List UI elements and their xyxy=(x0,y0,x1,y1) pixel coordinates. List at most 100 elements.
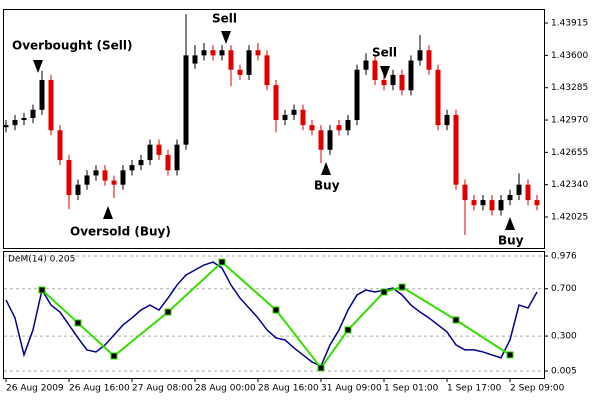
dem-line xyxy=(5,261,538,367)
candle-body xyxy=(120,170,126,185)
candle-body xyxy=(48,79,54,131)
candle-body xyxy=(471,200,477,206)
candle-body xyxy=(336,125,342,131)
trend-segment xyxy=(320,329,349,369)
trend-segment xyxy=(221,261,277,311)
trend-segment xyxy=(347,291,385,331)
trend-marker xyxy=(110,352,118,360)
annotation-arrow xyxy=(505,217,515,230)
candle-body xyxy=(21,117,27,121)
price-panel xyxy=(3,9,545,249)
candle-body xyxy=(327,130,333,150)
candle-body xyxy=(219,50,225,56)
y-tick-label: 0.976 xyxy=(551,252,577,262)
candle-body xyxy=(111,180,117,185)
candle-body xyxy=(75,184,81,195)
candle-body xyxy=(273,85,279,121)
candle-body xyxy=(282,114,288,121)
candle-body xyxy=(228,50,234,70)
candle-body xyxy=(300,109,306,126)
y-tick-label: 1.42340 xyxy=(551,180,588,190)
annotation: Buy xyxy=(314,179,340,193)
candle-body xyxy=(309,125,315,131)
trend-marker xyxy=(452,316,460,324)
candle-body xyxy=(12,120,18,126)
candle-body xyxy=(462,184,468,201)
candle-body xyxy=(390,74,396,86)
trend-segment xyxy=(113,311,169,357)
candle-body xyxy=(237,69,243,75)
x-tick-label: 1 Sep 01:00 xyxy=(384,384,439,394)
candle-body xyxy=(174,144,180,171)
candle-body xyxy=(264,55,270,86)
trend-segment xyxy=(167,261,223,313)
candle-body xyxy=(3,125,9,128)
candle-body xyxy=(408,60,414,91)
annotation: Sell xyxy=(212,12,237,26)
trend-marker xyxy=(38,286,46,294)
candle-body xyxy=(489,200,495,211)
trend-marker xyxy=(164,308,172,316)
candle-body xyxy=(66,160,72,195)
candle-body xyxy=(39,79,45,110)
trend-segment xyxy=(275,309,322,369)
candle-body xyxy=(525,184,531,201)
x-tick-label: 31 Aug 09:00 xyxy=(321,384,382,394)
candle-body xyxy=(57,130,63,161)
candle-body xyxy=(372,60,378,80)
candle-body xyxy=(363,60,369,70)
trend-marker xyxy=(272,306,280,314)
indicator-title: DeM(14) 0.205 xyxy=(8,255,75,265)
trend-marker xyxy=(398,283,406,291)
candle-body xyxy=(516,184,522,195)
y-tick-label: 1.42655 xyxy=(551,148,588,158)
candle-body xyxy=(192,55,198,64)
trend-segment xyxy=(455,319,511,356)
trend-marker xyxy=(506,351,514,359)
annotation-arrow xyxy=(321,162,331,175)
candle-body xyxy=(255,50,261,56)
trend-segment xyxy=(77,322,115,357)
trend-marker xyxy=(218,258,226,266)
candle-body xyxy=(84,175,90,185)
y-tick-label: 1.43915 xyxy=(551,19,588,29)
annotation-arrow xyxy=(33,60,43,73)
candle-body xyxy=(210,50,216,56)
candle-body xyxy=(147,144,153,161)
candle-body xyxy=(435,69,441,126)
trend-marker xyxy=(317,364,325,372)
candle-body xyxy=(498,200,504,211)
trend-marker xyxy=(380,288,388,296)
y-tick-label: 0.300 xyxy=(551,332,577,342)
candle-body xyxy=(138,160,144,166)
y-tick-label: 1.43285 xyxy=(551,83,588,93)
candle-body xyxy=(183,55,189,145)
y-tick-label: 1.43600 xyxy=(551,51,588,61)
candle-body xyxy=(453,114,459,185)
candle-body xyxy=(399,74,405,91)
candle-body xyxy=(507,194,513,201)
x-tick-label: 2 Sep 09:00 xyxy=(510,384,565,394)
y-tick-label: 1.42970 xyxy=(551,116,588,126)
x-tick-label: 26 Aug 16:00 xyxy=(69,384,130,394)
trend-marker xyxy=(74,319,82,327)
candle-body xyxy=(444,114,450,126)
x-tick-label: 28 Aug 00:00 xyxy=(195,384,256,394)
y-tick-label: 0.005 xyxy=(551,367,577,377)
y-tick-label: 1.42025 xyxy=(551,213,588,223)
candle-body xyxy=(345,120,351,131)
candle-body xyxy=(165,154,171,171)
candle-body xyxy=(102,170,108,181)
candle-body xyxy=(129,165,135,171)
x-tick-label: 27 Aug 08:00 xyxy=(132,384,193,394)
annotation: Oversold (Buy) xyxy=(70,225,171,239)
candle-body xyxy=(201,50,207,56)
candle-body xyxy=(426,50,432,70)
x-tick-label: 26 Aug 2009 xyxy=(6,384,64,394)
candle-body xyxy=(417,50,423,61)
annotation: Sell xyxy=(372,46,397,60)
candle-body xyxy=(480,200,486,206)
x-tick-label: 28 Aug 16:00 xyxy=(258,384,319,394)
candle-body xyxy=(30,109,36,118)
